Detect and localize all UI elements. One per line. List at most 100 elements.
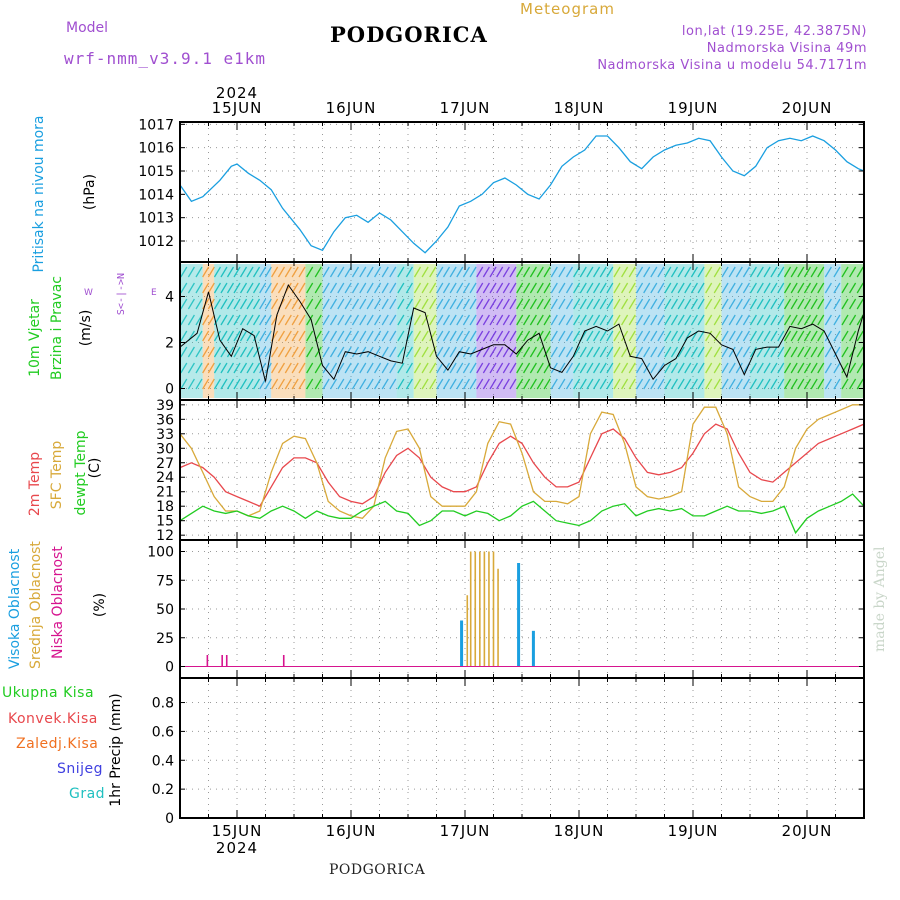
wind-barb-icon: [721, 282, 729, 294]
wind-barb-icon: [207, 330, 215, 342]
wind-barb-icon: [246, 282, 254, 294]
wind-barb-icon: [449, 330, 457, 342]
wind-barb-icon: [643, 298, 651, 310]
wind-barb-icon: [502, 314, 510, 326]
wind-barb-icon: [593, 330, 601, 342]
wind-barb-icon: [636, 346, 644, 358]
wind-barb-icon: [239, 314, 248, 326]
wind-barb-icon: [502, 346, 510, 358]
wind-barb-icon: [277, 266, 286, 278]
wind-barb-icon: [613, 346, 621, 358]
wind-barb-icon: [220, 362, 228, 374]
wind-barb-icon: [777, 314, 785, 326]
wind-barb-icon: [195, 330, 203, 342]
wind-barb-icon: [502, 266, 510, 278]
wind-barb-icon: [713, 330, 721, 342]
wind-barb-icon: [374, 314, 382, 326]
wind-barb-icon: [790, 298, 798, 310]
y-tick-label: 12: [156, 528, 174, 544]
wind-barb-icon: [469, 298, 477, 310]
wind-barb-icon: [824, 314, 832, 326]
panel-frame: [179, 677, 865, 819]
wind-barb-icon: [462, 346, 470, 358]
series-line-Pritisak-na-nivou-mora: [179, 135, 865, 254]
wind-barb-icon: [558, 346, 566, 358]
wind-barb-icon: [803, 314, 812, 326]
wind-barb-icon: [187, 378, 195, 390]
wind-barb-icon: [670, 266, 679, 278]
wind-barb-icon: [677, 362, 685, 374]
wind-barb-icon: [593, 314, 601, 326]
x-date-label-bottom: 17JUN: [440, 822, 491, 840]
wind-barb-icon: [841, 362, 849, 374]
wind-barb-icon: [523, 282, 531, 294]
wind-barb-icon: [856, 362, 864, 374]
wind-barb-icon: [264, 378, 272, 390]
wind-barb-icon: [713, 362, 721, 374]
wind-barb-icon: [397, 298, 405, 310]
wind-barb-icon: [271, 362, 279, 374]
wind-barb-icon: [264, 330, 272, 342]
wind-barb-icon: [482, 330, 490, 342]
wind-barb-icon: [329, 298, 338, 310]
wind-barb-icon: [306, 282, 314, 294]
wind-barb-icon: [351, 282, 360, 294]
wind-barb-icon: [329, 282, 338, 294]
wind-barb-icon: [306, 298, 314, 310]
wind-barb-icon: [803, 282, 812, 294]
wind-barb-icon: [329, 378, 338, 390]
wind-barb-icon: [841, 378, 849, 390]
wind-barb-icon: [489, 266, 497, 278]
wind-barb-icon: [436, 346, 444, 358]
wind-barb-icon: [291, 362, 299, 374]
wind-barb-icon: [429, 330, 437, 342]
wind-barb-icon: [202, 362, 210, 374]
wind-barb-icon: [277, 346, 286, 358]
year-label-top: 2024: [216, 84, 258, 102]
wind-barb-icon: [436, 282, 444, 294]
wind-barb-icon: [810, 346, 818, 358]
wind-barb-icon: [496, 330, 504, 342]
wind-barb-icon: [856, 346, 864, 358]
wind-barb-icon: [523, 266, 531, 278]
wind-barb-icon: [697, 346, 705, 358]
y-tick-label: 100: [147, 545, 174, 561]
wind-barb-band: [396, 264, 414, 398]
wind-barb-icon: [810, 362, 818, 374]
wind-barb-icon: [509, 362, 517, 374]
wind-barb-icon: [489, 298, 497, 310]
wind-barb-icon: [202, 378, 210, 390]
wind-barb-icon: [516, 330, 524, 342]
wind-barb-icon: [397, 266, 405, 278]
wind-barb-icon: [536, 346, 544, 358]
panel-precipitation: 0 0.2 0.4 0.6 0.8: [152, 677, 865, 827]
wind-barb-icon: [180, 266, 188, 278]
x-date-label-top: 18JUN: [554, 99, 605, 117]
wind-barb-icon: [636, 378, 644, 390]
wind-barb-icon: [284, 330, 292, 342]
wind-barb-icon: [389, 346, 397, 358]
y-tick-label: 1012: [138, 234, 174, 250]
wind-barb-icon: [756, 266, 764, 278]
wind-barb-icon: [803, 378, 812, 390]
wind-barb-icon: [628, 314, 636, 326]
wind-barb-icon: [442, 298, 451, 310]
wind-barb-icon: [777, 346, 785, 358]
wind-barb-icon: [337, 314, 345, 326]
y-tick-label: 0.2: [152, 782, 174, 798]
wind-barb-icon: [337, 346, 345, 358]
wind-barb-icon: [770, 282, 778, 294]
wind-barb-icon: [344, 282, 352, 294]
wind-barb-icon: [502, 378, 510, 390]
wind-barb-icon: [207, 282, 215, 294]
wind-barb-icon: [783, 266, 792, 278]
wind-barb-icon: [664, 298, 672, 310]
wind-barb-icon: [298, 378, 306, 390]
wind-barb-icon: [849, 362, 857, 374]
wind-barb-icon: [749, 282, 757, 294]
wind-barb-icon: [462, 330, 470, 342]
wind-barb-icon: [516, 346, 524, 358]
wind-barb-icon: [456, 362, 464, 374]
y-tick-label: 50: [156, 602, 174, 618]
wind-barb-icon: [833, 266, 841, 278]
